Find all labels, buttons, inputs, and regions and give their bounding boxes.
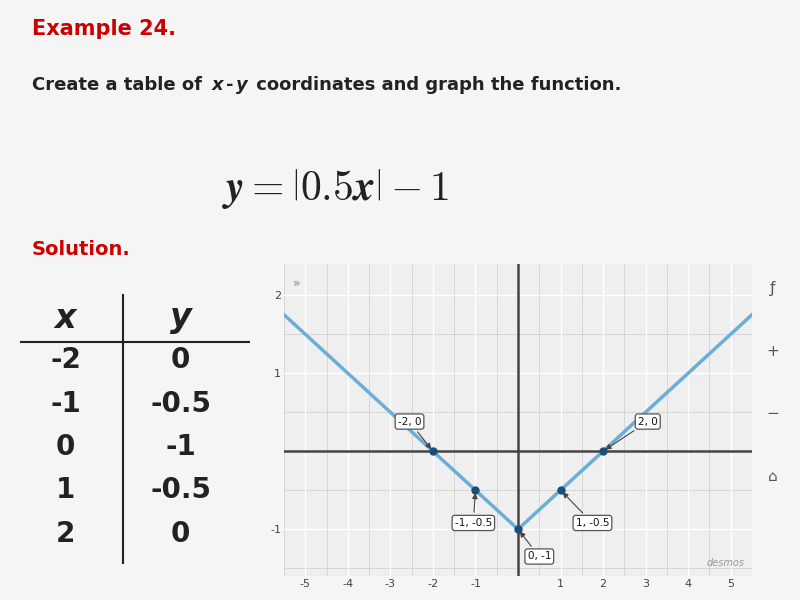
Text: Create a table of: Create a table of	[32, 76, 208, 94]
Text: -1: -1	[50, 389, 81, 418]
Text: -1: -1	[166, 433, 196, 461]
Text: x: x	[55, 301, 76, 335]
Text: 0, -1: 0, -1	[521, 532, 551, 562]
Text: 1: 1	[56, 476, 75, 505]
Text: ⌂: ⌂	[767, 469, 778, 484]
Text: 2: 2	[56, 520, 75, 548]
Text: -2, 0: -2, 0	[398, 416, 430, 448]
Text: 0: 0	[171, 520, 190, 548]
Text: 0: 0	[171, 346, 190, 374]
Text: -2: -2	[50, 346, 81, 374]
Text: x: x	[212, 76, 224, 94]
Text: desmos: desmos	[707, 558, 745, 568]
Text: »: »	[293, 277, 300, 289]
Text: $\boldsymbol{y} = \left|\boldsymbol{0.5x}\right| - \boldsymbol{1}$: $\boldsymbol{y} = \left|\boldsymbol{0.5x…	[222, 167, 450, 211]
Text: Solution.: Solution.	[32, 240, 130, 259]
Text: 0: 0	[56, 433, 75, 461]
Text: -0.5: -0.5	[150, 389, 211, 418]
Text: 1, -0.5: 1, -0.5	[563, 493, 610, 528]
Text: y: y	[170, 301, 192, 335]
Text: -: -	[226, 76, 234, 94]
Text: 2, 0: 2, 0	[606, 416, 658, 449]
Text: y: y	[236, 76, 248, 94]
Text: +: +	[766, 344, 778, 359]
Text: ƒ: ƒ	[770, 281, 775, 296]
Text: Example 24.: Example 24.	[32, 19, 176, 39]
Text: coordinates and graph the function.: coordinates and graph the function.	[250, 76, 622, 94]
Text: -1, -0.5: -1, -0.5	[454, 494, 492, 528]
Text: −: −	[766, 406, 778, 421]
Text: -0.5: -0.5	[150, 476, 211, 505]
